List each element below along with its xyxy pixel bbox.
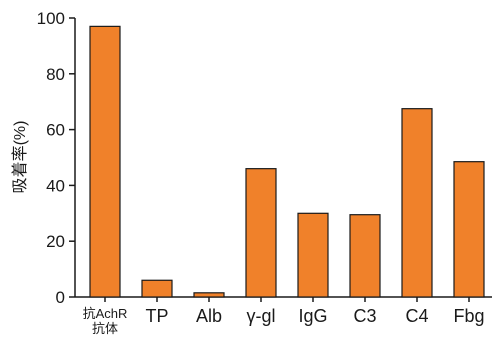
bar xyxy=(89,25,121,298)
bar xyxy=(245,168,277,298)
y-tick-label: 60 xyxy=(46,121,65,140)
x-tick-label: C3 xyxy=(353,306,376,326)
x-tick-label: IgG xyxy=(298,306,327,326)
x-tick-label: Alb xyxy=(196,306,222,326)
y-axis-label: 吸着率(%) xyxy=(11,121,29,194)
y-tick-label: 0 xyxy=(56,288,65,307)
x-tick-labels: 抗AchR 抗体 TP Alb γ-gl IgG C3 C4 Fbg xyxy=(83,306,485,336)
y-tick-label: 40 xyxy=(46,176,65,195)
bar xyxy=(401,108,433,298)
x-tick-label: 抗AchR 抗体 xyxy=(83,306,128,336)
x-tick-label: γ-gl xyxy=(246,306,275,326)
y-tick-label: 80 xyxy=(46,65,65,84)
bar xyxy=(453,161,485,298)
y-tick-label: 20 xyxy=(46,232,65,251)
y-axis: 0 20 40 60 80 100 xyxy=(37,9,76,307)
x-tick-label: TP xyxy=(145,306,168,326)
x-axis xyxy=(75,296,492,302)
bar-series xyxy=(89,25,485,298)
bar xyxy=(193,292,225,298)
bar xyxy=(297,212,329,298)
bar xyxy=(349,214,381,298)
x-tick-label: Fbg xyxy=(453,306,484,326)
y-tick-label: 100 xyxy=(37,9,65,28)
bar xyxy=(141,279,173,298)
x-tick-label: C4 xyxy=(405,306,428,326)
